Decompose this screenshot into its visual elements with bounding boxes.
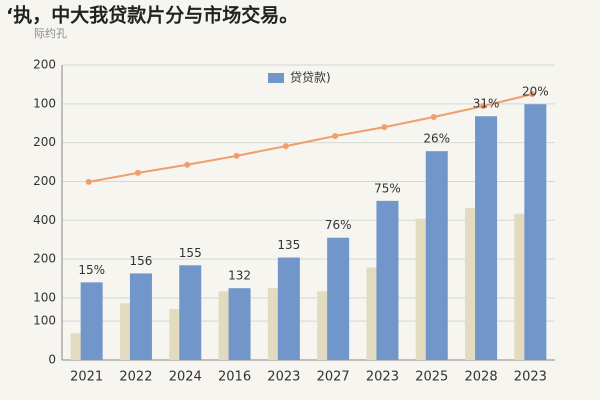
data-label: 156 (129, 254, 152, 268)
line-point (85, 178, 92, 185)
x-tick-label: 2023 (267, 370, 300, 385)
x-tick-label: 2021 (70, 370, 103, 385)
y-tick-label: 100 (33, 96, 56, 110)
y-tick-label: 100 (33, 290, 56, 304)
y-tick-label: 200 (33, 252, 56, 266)
bar (129, 273, 152, 360)
data-label: 75% (374, 181, 401, 195)
x-tick-label: 2025 (415, 370, 448, 385)
bar (524, 104, 547, 360)
bar (80, 282, 103, 360)
legend-label: 贷贷款) (290, 71, 331, 85)
y-tick-label: 200 (33, 58, 56, 72)
x-tick-label: 2023 (514, 370, 547, 385)
data-label: 26% (423, 132, 450, 146)
line-point (381, 124, 388, 131)
bar (425, 151, 448, 360)
bar (70, 333, 82, 360)
line (88, 93, 533, 183)
x-tick-label: 2027 (317, 370, 350, 385)
bar (119, 303, 131, 360)
data-label: 76% (325, 218, 352, 232)
x-tick-label: 2028 (465, 370, 498, 385)
y-tick-label: 0 (48, 353, 56, 367)
bar (277, 257, 300, 360)
bar (169, 309, 181, 360)
bar (317, 291, 329, 360)
bar (228, 288, 251, 360)
legend-swatch (268, 73, 284, 83)
chart-title: ‘执，中大我贷款片分与市场交易。 (6, 4, 298, 27)
x-tick-label: 2022 (119, 370, 152, 385)
data-label: 155 (179, 246, 202, 260)
x-tick-label: 2024 (169, 370, 202, 385)
bar (218, 291, 230, 360)
data-label: 135 (277, 238, 300, 252)
bar (376, 200, 399, 360)
bar (514, 213, 526, 360)
x-tick-label: 2016 (218, 370, 251, 385)
line-point (282, 143, 289, 150)
line-point (480, 103, 487, 110)
bar (179, 265, 202, 360)
line-point (430, 114, 437, 121)
bar (366, 267, 378, 360)
line-point (184, 161, 191, 168)
y-tick-label: 400 (33, 213, 56, 227)
y-tick-label: 100 (33, 314, 56, 328)
bar (465, 207, 477, 360)
line-point (134, 169, 141, 176)
line-point (332, 133, 339, 140)
data-label: 132 (228, 269, 251, 283)
bar (475, 116, 498, 360)
y-tick-label: 200 (33, 174, 56, 188)
x-tick-label: 2023 (366, 370, 399, 385)
chart-subtitle: 际约孔 (34, 27, 67, 40)
bar (327, 237, 350, 360)
bar (415, 218, 427, 360)
bar (267, 288, 279, 360)
data-label: 31% (473, 97, 500, 111)
data-label: 20% (522, 85, 549, 99)
line-point (233, 152, 240, 159)
data-label: 15% (78, 263, 105, 277)
y-tick-label: 200 (33, 135, 56, 149)
line-point (529, 91, 536, 98)
